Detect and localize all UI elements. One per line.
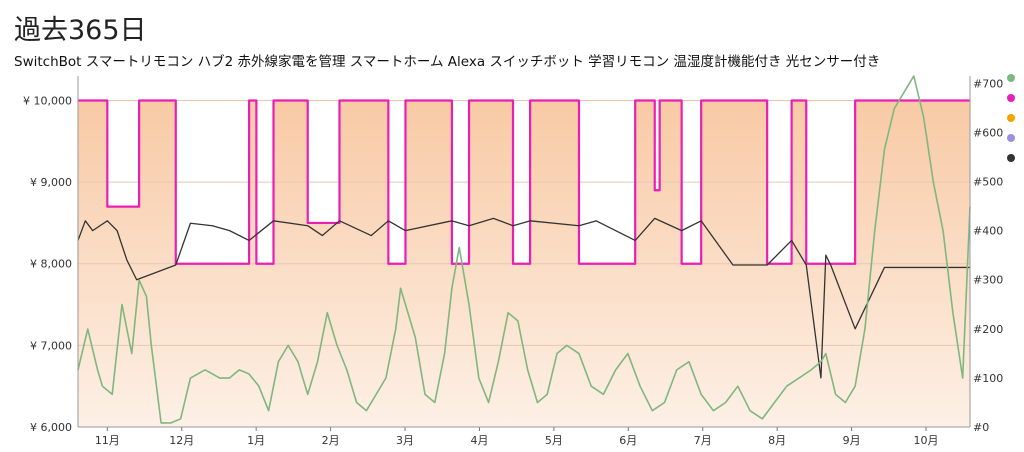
y-left-tick-label: ¥ 8,000 bbox=[30, 258, 72, 271]
x-tick-label: 7月 bbox=[694, 434, 712, 447]
x-tick-label: 2月 bbox=[322, 434, 340, 447]
x-tick-label: 3月 bbox=[396, 434, 414, 447]
y-right-tick-label: #500 bbox=[973, 176, 1003, 189]
chart-title: 過去365日 bbox=[14, 15, 147, 46]
x-tick-label: 4月 bbox=[470, 434, 488, 447]
y-right-tick-label: #0 bbox=[973, 421, 989, 434]
y-left-tick-label: ¥ 10,000 bbox=[23, 94, 72, 107]
y-left-tick-label: ¥ 6,000 bbox=[30, 421, 72, 434]
x-tick-label: 10月 bbox=[914, 434, 939, 447]
series-line-1 bbox=[77, 217, 970, 379]
y-right-tick-label: #700 bbox=[973, 77, 1003, 90]
x-tick-label: 6月 bbox=[619, 434, 637, 447]
x-tick-label: 9月 bbox=[843, 434, 861, 447]
x-tick-label: 5月 bbox=[545, 434, 563, 447]
y-left-tick-label: ¥ 9,000 bbox=[30, 176, 72, 189]
legend-dot bbox=[1007, 114, 1015, 122]
y-right-tick-label: #200 bbox=[973, 323, 1003, 336]
series-line-2 bbox=[77, 75, 971, 424]
legend-dot bbox=[1007, 134, 1015, 142]
series-line-0 bbox=[78, 99, 970, 265]
x-tick-label: 11月 bbox=[95, 434, 120, 447]
legend-dot bbox=[1007, 94, 1015, 102]
y-right-tick-label: #100 bbox=[973, 372, 1003, 385]
x-tick-label: 12月 bbox=[169, 434, 194, 447]
y-right-tick-label: #600 bbox=[973, 126, 1003, 139]
chart-subtitle: SwitchBot スマートリモコン ハブ2 赤外線家電を管理 スマートホーム … bbox=[14, 54, 881, 70]
x-tick-label: 8月 bbox=[768, 434, 786, 447]
legend-dot bbox=[1007, 154, 1015, 162]
x-tick-label: 1月 bbox=[247, 434, 265, 447]
price-ceiling-area bbox=[78, 76, 970, 264]
legend-dot bbox=[1007, 74, 1015, 82]
y-right-tick-label: #400 bbox=[973, 225, 1003, 238]
y-right-tick-label: #300 bbox=[973, 274, 1003, 287]
y-left-tick-label: ¥ 7,000 bbox=[30, 339, 72, 352]
